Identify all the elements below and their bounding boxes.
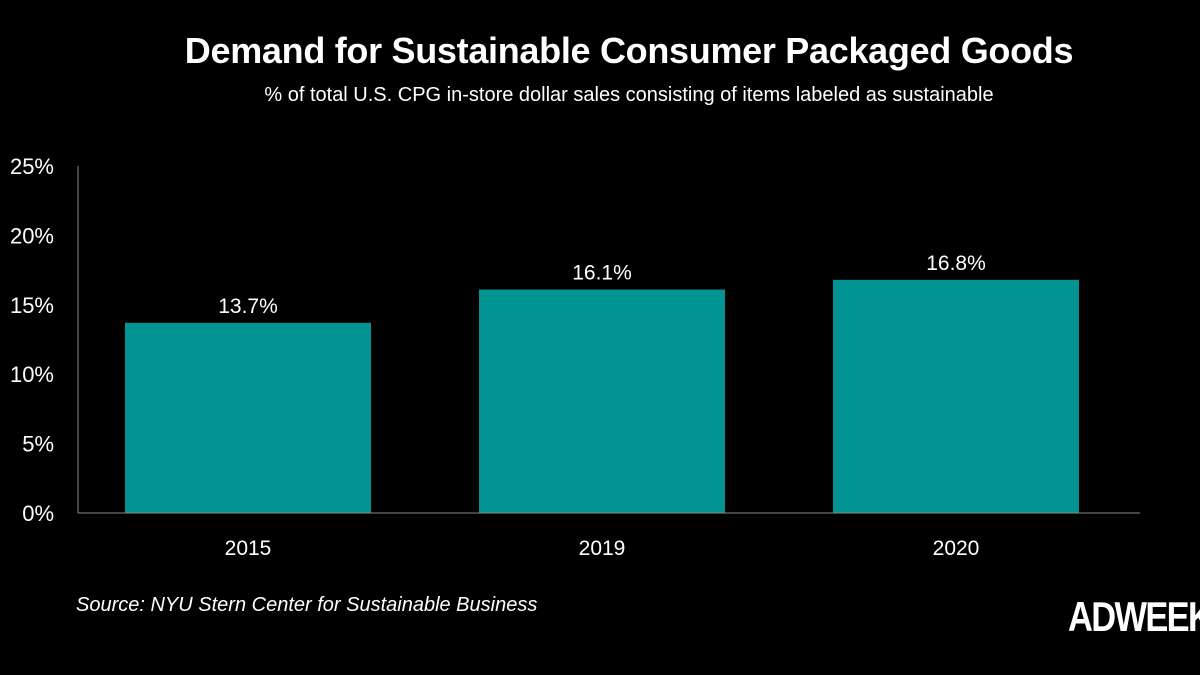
bar	[125, 322, 371, 513]
x-tick-label: 2020	[933, 537, 980, 560]
y-tick-label: 15%	[10, 293, 54, 318]
y-tick-label: 25%	[10, 154, 54, 179]
data-label: 16.8%	[926, 252, 986, 275]
adweek-logo: ADWEEK	[1068, 593, 1200, 640]
y-tick-label: 5%	[22, 432, 54, 457]
y-tick-label: 10%	[10, 362, 54, 387]
data-label: 13.7%	[218, 295, 278, 318]
bar	[833, 279, 1079, 513]
x-tick-label: 2015	[225, 537, 272, 560]
source-note: Source: NYU Stern Center for Sustainable…	[76, 594, 538, 616]
chart-subtitle: % of total U.S. CPG in-store dollar sale…	[264, 84, 994, 106]
data-label: 16.1%	[572, 262, 632, 285]
bar	[479, 289, 725, 513]
x-tick-label: 2019	[579, 537, 626, 560]
y-tick-label: 0%	[22, 501, 54, 526]
y-tick-label: 20%	[10, 223, 54, 248]
chart-title: Demand for Sustainable Consumer Packaged…	[184, 30, 1074, 71]
